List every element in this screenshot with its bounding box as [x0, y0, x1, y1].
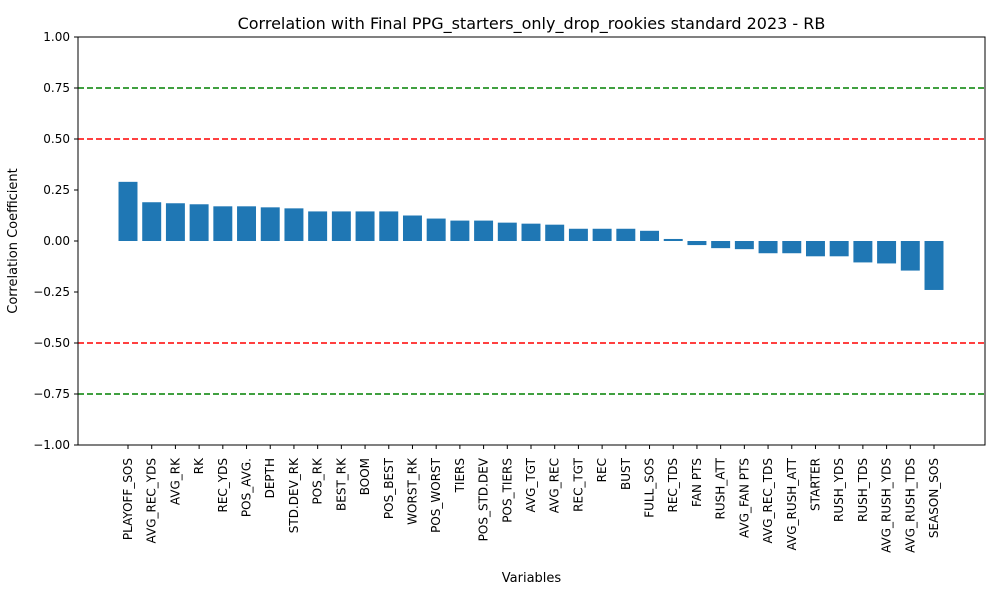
x-tick-label: AVG_REC	[548, 458, 562, 513]
y-tick-label: 1.00	[43, 30, 70, 44]
x-axis-label: Variables	[502, 571, 562, 586]
bar-21	[592, 228, 612, 241]
bar-32	[853, 241, 873, 263]
y-tick-label: 0.00	[43, 234, 70, 248]
bar-30	[805, 241, 825, 257]
x-tick-label: AVG_REC_TDS	[761, 458, 775, 543]
y-tick-label: −0.75	[33, 387, 70, 401]
x-tick-label: RK	[192, 457, 206, 474]
bar-14	[426, 218, 446, 241]
x-tick-label: WORST_RK	[405, 457, 419, 525]
x-tick-label: BUST	[619, 457, 633, 490]
y-tick-label: −1.00	[33, 438, 70, 452]
chart-title: Correlation with Final PPG_starters_only…	[238, 14, 826, 34]
bar-18	[521, 223, 541, 241]
bar-33	[877, 241, 897, 264]
bar-7	[260, 207, 280, 241]
y-axis-label: Correlation Coefficient	[6, 168, 21, 314]
x-tick-label: RUSH_ATT	[714, 457, 728, 519]
bar-15	[450, 220, 470, 241]
x-tick-label: TIERS	[453, 458, 467, 493]
bar-19	[545, 224, 565, 241]
y-tick-label: 0.25	[43, 183, 70, 197]
x-tick-label: POS_WORST	[429, 457, 443, 533]
x-tick-label: POS_RK	[311, 457, 325, 505]
y-tick-label: −0.25	[33, 285, 70, 299]
bar-6	[237, 206, 257, 241]
x-tick-label: POS_TIERS	[500, 458, 514, 523]
bar-29	[782, 241, 802, 254]
bar-13	[402, 215, 422, 241]
x-tick-label: DEPTH	[263, 458, 277, 498]
bar-35	[924, 241, 944, 290]
bar-2	[142, 202, 162, 241]
bar-12	[379, 211, 399, 241]
bar-17	[497, 222, 517, 241]
reference-lines	[78, 87, 985, 395]
x-tick-label: FULL_SOS	[643, 458, 657, 518]
x-tick-label: REC_TGT	[571, 457, 585, 512]
x-tick-label: POS_AVG.	[240, 458, 254, 517]
bar-28	[758, 241, 778, 254]
bar-5	[213, 206, 233, 241]
y-tick-label: 0.50	[43, 132, 70, 146]
x-tick-label: AVG_RK	[168, 457, 182, 505]
bar-series	[118, 181, 944, 290]
x-tick-label: SEASON_SOS	[927, 458, 941, 538]
x-tick-label: FAN PTS	[690, 458, 704, 507]
x-tick-label: AVG_RUSH_TDS	[903, 458, 917, 553]
bar-9	[308, 211, 328, 241]
plot-frame	[77, 36, 986, 446]
x-tick-label: STD.DEV_RK	[287, 457, 301, 533]
bar-10	[331, 211, 351, 241]
x-tick-label: AVG_RUSH_YDS	[880, 458, 894, 553]
bar-16	[474, 220, 494, 241]
x-tick-label: POS_STD.DEV	[477, 457, 491, 541]
bar-27	[734, 241, 754, 250]
x-tick-label: RUSH_YDS	[832, 458, 846, 522]
x-tick-label: REC	[595, 458, 609, 482]
x-tick-label: REC_YDS	[216, 458, 230, 513]
bar-3	[165, 203, 185, 241]
x-tick-label: BEST_RK	[334, 457, 348, 511]
y-tick-label: 0.75	[43, 81, 70, 95]
x-tick-label: AVG_RUSH_ATT	[785, 457, 799, 550]
bar-25	[687, 241, 707, 246]
bar-31	[829, 241, 849, 257]
x-tick-label: STARTER	[808, 458, 822, 511]
bar-26	[711, 241, 731, 249]
bar-22	[616, 228, 636, 241]
x-tick-label: RUSH_TDS	[856, 458, 870, 522]
x-tick-label: AVG_REC_YDS	[145, 458, 159, 543]
x-tick-label: AVG_FAN PTS	[737, 458, 751, 538]
x-tick-label: POS_BEST	[382, 457, 396, 519]
y-axis: −1.00 −0.75 −0.50 −0.25 0.00 0.25 0.50 0.75 1.00	[33, 30, 78, 452]
bar-20	[568, 228, 588, 241]
bar-23	[640, 230, 660, 241]
x-tick-label: REC_TDS	[666, 458, 680, 513]
bar-11	[355, 211, 375, 241]
x-tick-label: PLAYOFF_SOS	[121, 458, 135, 540]
bar-8	[284, 208, 304, 241]
y-tick-label: −0.50	[33, 336, 70, 350]
bar-4	[189, 204, 209, 241]
bar-34	[900, 241, 920, 271]
x-axis: PLAYOFF_SOS AVG_REC_YDS AVG_RK RK REC_YDS POS…	[121, 445, 941, 553]
bar-1	[118, 181, 138, 241]
x-tick-label: AVG_TGT	[524, 457, 538, 512]
bar-24	[663, 238, 683, 241]
x-tick-label: BOOM	[358, 458, 372, 495]
